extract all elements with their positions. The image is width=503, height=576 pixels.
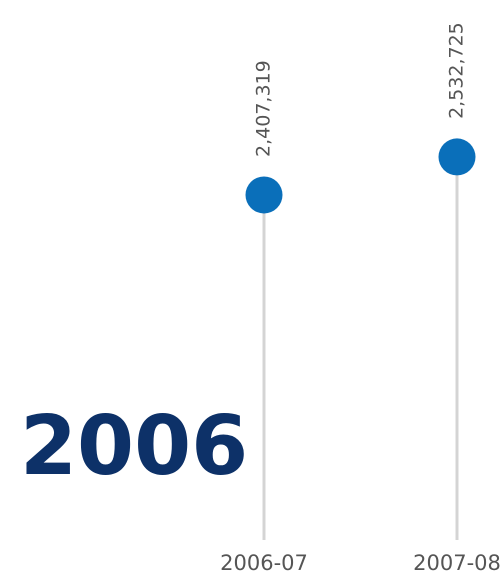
dot (438, 138, 476, 176)
dot (245, 176, 283, 214)
x-tick-label: 2007-08 (413, 551, 501, 575)
year-annotation: 2006 (20, 399, 248, 494)
value-label: 2,532,725 (446, 22, 468, 119)
value-label: 2,407,319 (253, 60, 275, 157)
x-tick-label: 2006-07 (220, 551, 308, 575)
